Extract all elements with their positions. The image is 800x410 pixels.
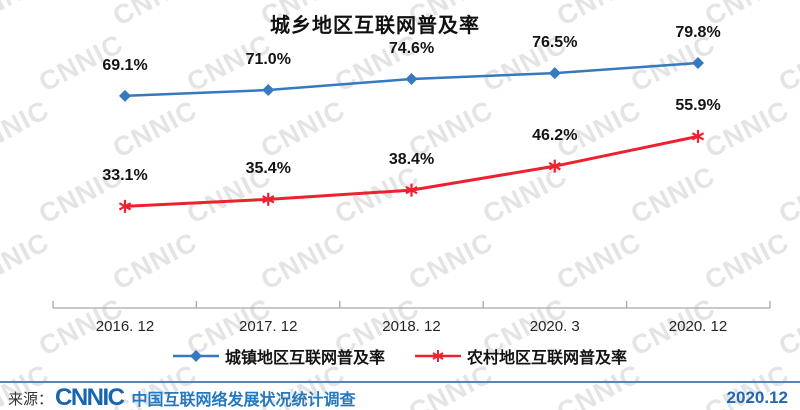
rural-data-point-marker [405,183,418,197]
rural-legend-label: 农村地区互联网普及率 [467,350,628,367]
source-label: 来源： [8,390,54,408]
source-text: 中国互联网络发展状况统计调查 [131,392,356,409]
legend-item-rural: 农村地区互联网普及率 [415,344,627,368]
rural-data-point-marker [262,192,275,206]
urban-data-label: 76.5% [532,34,578,52]
x-axis-label: 2017. 12 [239,318,298,335]
footer: 来源： CNNIC 中国互联网络发展状况统计调查 2020.12 [0,381,800,410]
rural-data-label: 46.2% [532,127,578,145]
x-axis-label: 2020. 12 [668,318,728,335]
rural-data-label: 38.4% [388,151,435,169]
urban-legend-marker-icon [172,350,219,362]
rural-data-point-marker [691,129,705,143]
urban-data-label: 69.1% [102,56,148,74]
footer-date: 2020.12 [726,388,788,407]
rural-data-point-marker [118,199,132,213]
rural-data-label: 33.1% [102,167,148,185]
legend-item-urban: 城镇地区互联网普及率 [172,344,385,368]
footer-row: 来源： CNNIC 中国互联网络发展状况统计调查 2020.12 [8,386,788,410]
x-axis-label: 2016. 12 [95,318,155,335]
rural-marker-stroke [691,132,705,141]
rural-marker-stroke [262,195,275,204]
urban-data-label: 79.8% [675,24,721,41]
urban-data-point-marker [405,72,418,85]
urban-data-point-marker [262,84,275,97]
chart-legend: 城镇地区互联网普及率 农村地区互联网普及率 [0,344,800,368]
cnnic-logo: CNNIC [55,384,125,410]
x-axis-label: 2020. 3 [529,318,580,335]
rural-marker-stroke [405,185,418,195]
urban-legend-label: 城镇地区互联网普及率 [224,350,385,367]
rural-marker-stroke [548,162,561,171]
x-axis-label: 2018. 12 [382,318,441,335]
rural-data-point-marker [548,159,561,173]
rural-data-label: 35.4% [245,160,291,178]
urban-data-label: 74.6% [388,39,435,57]
rural-data-label: 55.9% [675,97,721,115]
urban-data-point-marker [119,89,131,102]
chart-title: 城乡地区互联网普及率 [270,15,480,37]
urban-data-point-marker [548,67,561,80]
urban-data-point-marker [692,57,704,70]
rural-legend-marker-icon [415,350,461,362]
rural-marker-stroke [118,202,132,211]
urban-data-label: 71.0% [245,51,291,69]
